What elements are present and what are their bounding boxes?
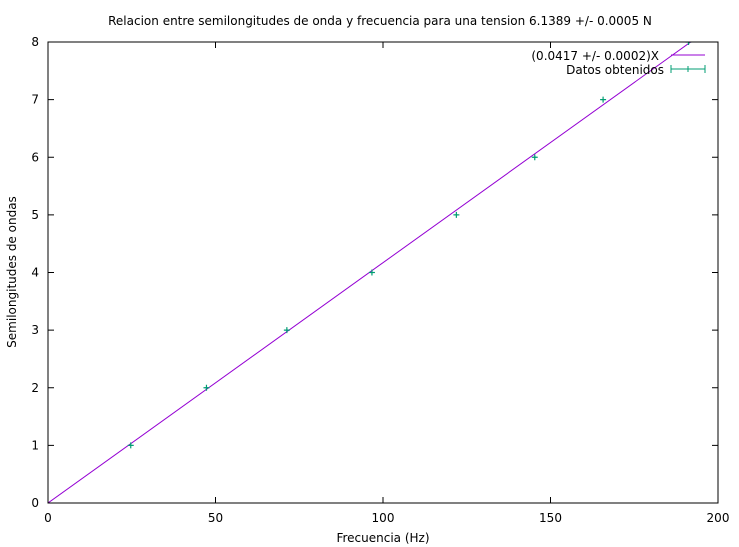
y-tick-label: 0 bbox=[31, 496, 39, 510]
chart-title: Relacion entre semilongitudes de onda y … bbox=[108, 14, 652, 28]
data-point bbox=[283, 327, 290, 334]
plot-area bbox=[48, 42, 692, 503]
y-tick-label: 3 bbox=[31, 323, 39, 337]
y-tick-label: 1 bbox=[31, 438, 39, 452]
x-tick-label: 50 bbox=[208, 511, 223, 525]
legend-entry-data-label: Datos obtenidos bbox=[566, 63, 664, 77]
x-tick-label: 200 bbox=[707, 511, 730, 525]
data-point bbox=[531, 154, 538, 161]
y-tick-label: 7 bbox=[31, 93, 39, 107]
y-tick-label: 6 bbox=[31, 150, 39, 164]
data-point bbox=[453, 211, 460, 218]
data-point bbox=[203, 384, 210, 391]
legend-entry-data-swatch bbox=[670, 65, 706, 73]
fit-line bbox=[48, 42, 692, 503]
y-axis-label: Semilongitudes de ondas bbox=[5, 196, 19, 348]
legend-entry-fit-label: (0.0417 +/- 0.0002)X bbox=[531, 49, 659, 63]
x-tick-label: 100 bbox=[372, 511, 395, 525]
data-point bbox=[368, 269, 375, 276]
y-tick-label: 5 bbox=[31, 208, 39, 222]
legend: (0.0417 +/- 0.0002)X Datos obtenidos bbox=[531, 49, 706, 77]
plot-frame bbox=[47, 41, 719, 504]
y-tick-label: 4 bbox=[31, 266, 39, 280]
data-point bbox=[685, 42, 692, 45]
y-tick-label: 2 bbox=[31, 381, 39, 395]
data-point bbox=[600, 96, 607, 103]
x-axis-ticks: 0 50 100 150 200 bbox=[44, 42, 729, 525]
y-tick-label: 8 bbox=[31, 35, 39, 49]
x-tick-label: 0 bbox=[44, 511, 52, 525]
x-axis-label: Frecuencia (Hz) bbox=[336, 531, 429, 545]
data-point bbox=[127, 442, 134, 449]
x-tick-label: 150 bbox=[539, 511, 562, 525]
